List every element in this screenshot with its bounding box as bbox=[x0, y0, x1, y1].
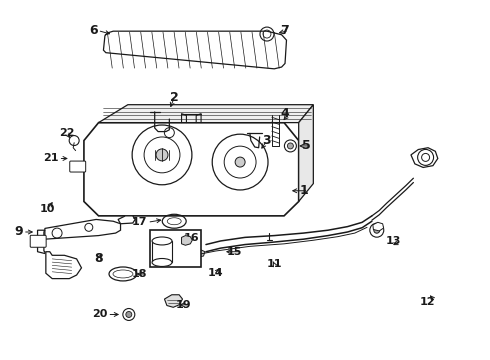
Circle shape bbox=[288, 143, 294, 149]
Bar bbox=[150, 230, 201, 267]
Text: 5: 5 bbox=[302, 139, 311, 152]
Polygon shape bbox=[46, 252, 81, 279]
Polygon shape bbox=[84, 123, 299, 216]
Text: 16: 16 bbox=[183, 233, 199, 243]
Text: 2: 2 bbox=[170, 91, 178, 104]
Text: 14: 14 bbox=[208, 268, 223, 278]
Circle shape bbox=[126, 311, 132, 318]
Polygon shape bbox=[45, 220, 121, 239]
Text: 15: 15 bbox=[227, 247, 243, 257]
Text: 22: 22 bbox=[59, 129, 74, 138]
Text: 1: 1 bbox=[300, 184, 308, 197]
Text: 12: 12 bbox=[420, 297, 435, 307]
Text: 11: 11 bbox=[267, 259, 282, 269]
Circle shape bbox=[156, 149, 168, 161]
Text: 3: 3 bbox=[263, 134, 271, 147]
Polygon shape bbox=[299, 105, 313, 202]
Polygon shape bbox=[182, 235, 192, 245]
Text: 13: 13 bbox=[386, 236, 401, 246]
Polygon shape bbox=[411, 148, 438, 167]
Text: 8: 8 bbox=[94, 252, 103, 265]
Text: 20: 20 bbox=[92, 310, 107, 319]
Polygon shape bbox=[118, 216, 135, 224]
Polygon shape bbox=[194, 250, 205, 257]
FancyBboxPatch shape bbox=[70, 161, 86, 172]
Text: 21: 21 bbox=[43, 153, 58, 163]
Bar bbox=[152, 241, 172, 262]
Text: 18: 18 bbox=[132, 269, 147, 279]
Polygon shape bbox=[38, 230, 45, 253]
Text: 7: 7 bbox=[280, 24, 289, 37]
Text: 10: 10 bbox=[40, 204, 55, 214]
Text: 9: 9 bbox=[14, 225, 23, 238]
Ellipse shape bbox=[152, 237, 172, 245]
Polygon shape bbox=[373, 222, 384, 231]
Text: 17: 17 bbox=[132, 217, 147, 227]
Polygon shape bbox=[165, 295, 182, 307]
Polygon shape bbox=[103, 31, 287, 69]
Circle shape bbox=[374, 227, 380, 233]
Text: 4: 4 bbox=[280, 107, 289, 120]
Text: 19: 19 bbox=[176, 300, 191, 310]
Text: 6: 6 bbox=[89, 24, 98, 37]
Ellipse shape bbox=[152, 258, 172, 266]
Circle shape bbox=[235, 157, 245, 167]
Polygon shape bbox=[98, 105, 313, 123]
FancyBboxPatch shape bbox=[30, 235, 46, 247]
